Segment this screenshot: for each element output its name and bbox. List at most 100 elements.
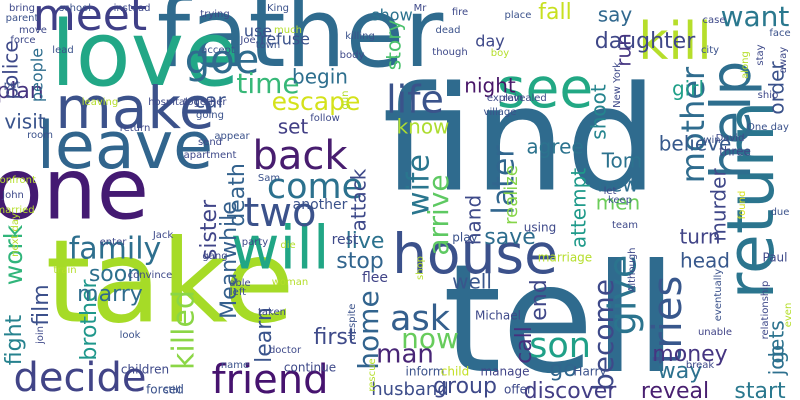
cloud-word: kill — [638, 12, 711, 72]
cloud-word: want — [721, 0, 790, 33]
cloud-word: instead — [114, 3, 151, 14]
cloud-word: help — [699, 61, 763, 180]
cloud-word: brother — [77, 278, 102, 360]
cloud-word: refuse — [260, 30, 310, 49]
cloud-word: relationship — [760, 281, 771, 340]
cloud-word: Although — [627, 247, 638, 292]
cloud-word: father — [157, 0, 445, 89]
cloud-word: parent — [6, 13, 39, 24]
cloud-word: first — [314, 325, 357, 350]
cloud-word: return — [714, 101, 789, 300]
cloud-word: New York — [612, 62, 623, 108]
cloud-word: inform — [406, 365, 445, 379]
cloud-word: soon — [89, 262, 141, 287]
cloud-word: gang — [202, 251, 227, 262]
cloud-word: manage — [480, 365, 529, 379]
cloud-word: send — [198, 137, 222, 148]
cloud-word: killing — [345, 31, 375, 42]
cloud-word: due — [771, 207, 790, 218]
cloud-word: move — [19, 25, 47, 36]
cloud-word: married — [0, 205, 35, 216]
cloud-word: fight — [2, 314, 27, 365]
cloud-word: goe — [185, 37, 259, 83]
cloud-word: killed — [167, 290, 202, 370]
cloud-word: shoot — [587, 84, 611, 140]
cloud-word: room — [27, 130, 53, 141]
cloud-word: take — [46, 216, 295, 350]
cloud-word: lead — [52, 45, 73, 56]
cloud-word: Joe — [239, 35, 255, 46]
cloud-word: put — [4, 80, 21, 91]
cloud-word: Paul — [763, 251, 788, 265]
cloud-word: One day — [747, 122, 789, 133]
cloud-word: child — [441, 365, 470, 379]
cloud-word: along — [740, 51, 751, 79]
cloud-word: use — [244, 22, 272, 41]
cloud-word: plan — [0, 79, 44, 104]
cloud-word: husband — [371, 379, 448, 400]
cloud-word: live — [346, 229, 385, 254]
cloud-word: family — [69, 232, 162, 267]
cloud-word: doctor — [269, 345, 302, 356]
cloud-word: apartment — [184, 150, 237, 161]
cloud-word: two — [244, 190, 317, 236]
cloud-word: John — [1, 190, 24, 201]
cloud-word: look — [120, 330, 141, 341]
cloud-word: appear — [214, 131, 250, 142]
cloud-word: using — [524, 221, 556, 235]
cloud-word: woman — [272, 277, 309, 288]
cloud-word: well — [452, 270, 492, 294]
cloud-word: join — [35, 326, 46, 345]
cloud-word: King — [267, 3, 289, 14]
cloud-word: go — [549, 357, 576, 382]
cloud-word: though — [432, 47, 467, 58]
cloud-word: boy — [491, 48, 509, 59]
cloud-word: follow — [310, 113, 340, 124]
cloud-word: leaving — [82, 97, 118, 108]
cloud-word: work — [0, 224, 28, 285]
cloud-word: children — [121, 363, 169, 377]
cloud-word: police — [0, 40, 23, 99]
cloud-word: school — [59, 3, 91, 14]
cloud-word: discover — [524, 379, 618, 400]
cloud-word: three — [719, 145, 751, 159]
cloud-word: let — [604, 186, 617, 197]
cloud-word: flee — [362, 270, 388, 286]
cloud-word: attack — [347, 168, 371, 231]
cloud-word: unable — [698, 327, 732, 338]
cloud-word: run — [612, 33, 636, 67]
cloud-word: eventually — [713, 269, 724, 322]
cloud-word: rescue — [367, 358, 378, 391]
cloud-word: offer — [504, 383, 532, 397]
cloud-word: shop — [415, 256, 426, 280]
cloud-word: life — [386, 78, 444, 122]
cloud-word: ship — [758, 90, 779, 101]
cloud-word: Harry — [573, 365, 606, 379]
cloud-word: keep — [608, 195, 632, 206]
cloud-word: rest — [332, 232, 359, 248]
cloud-word: away — [778, 47, 789, 73]
cloud-word: train — [53, 265, 76, 276]
cloud-word: visit — [4, 110, 45, 134]
cloud-word: way — [658, 359, 703, 384]
cloud-word: taken — [258, 307, 286, 318]
cloud-word: Tom — [601, 149, 643, 173]
cloud-word: stop — [336, 249, 384, 274]
cloud-word: save — [484, 225, 536, 250]
cloud-word: know — [397, 115, 450, 139]
cloud-word: meet — [33, 0, 147, 41]
cloud-word: another — [293, 197, 348, 213]
cloud-word: home — [352, 290, 385, 369]
cloud-word: believe — [659, 132, 732, 156]
cloud-word: hospital — [148, 97, 188, 108]
cloud-word: agree — [526, 135, 583, 159]
cloud-word: house — [392, 222, 558, 286]
cloud-word: forced — [146, 383, 184, 397]
cloud-word: party — [242, 237, 269, 248]
cloud-word: force — [10, 35, 35, 46]
cloud-word: stay — [755, 44, 766, 65]
cloud-word: story — [382, 20, 406, 71]
cloud-word: murder — [707, 168, 731, 242]
cloud-word: hand — [462, 195, 486, 245]
cloud-word: much — [274, 25, 302, 36]
